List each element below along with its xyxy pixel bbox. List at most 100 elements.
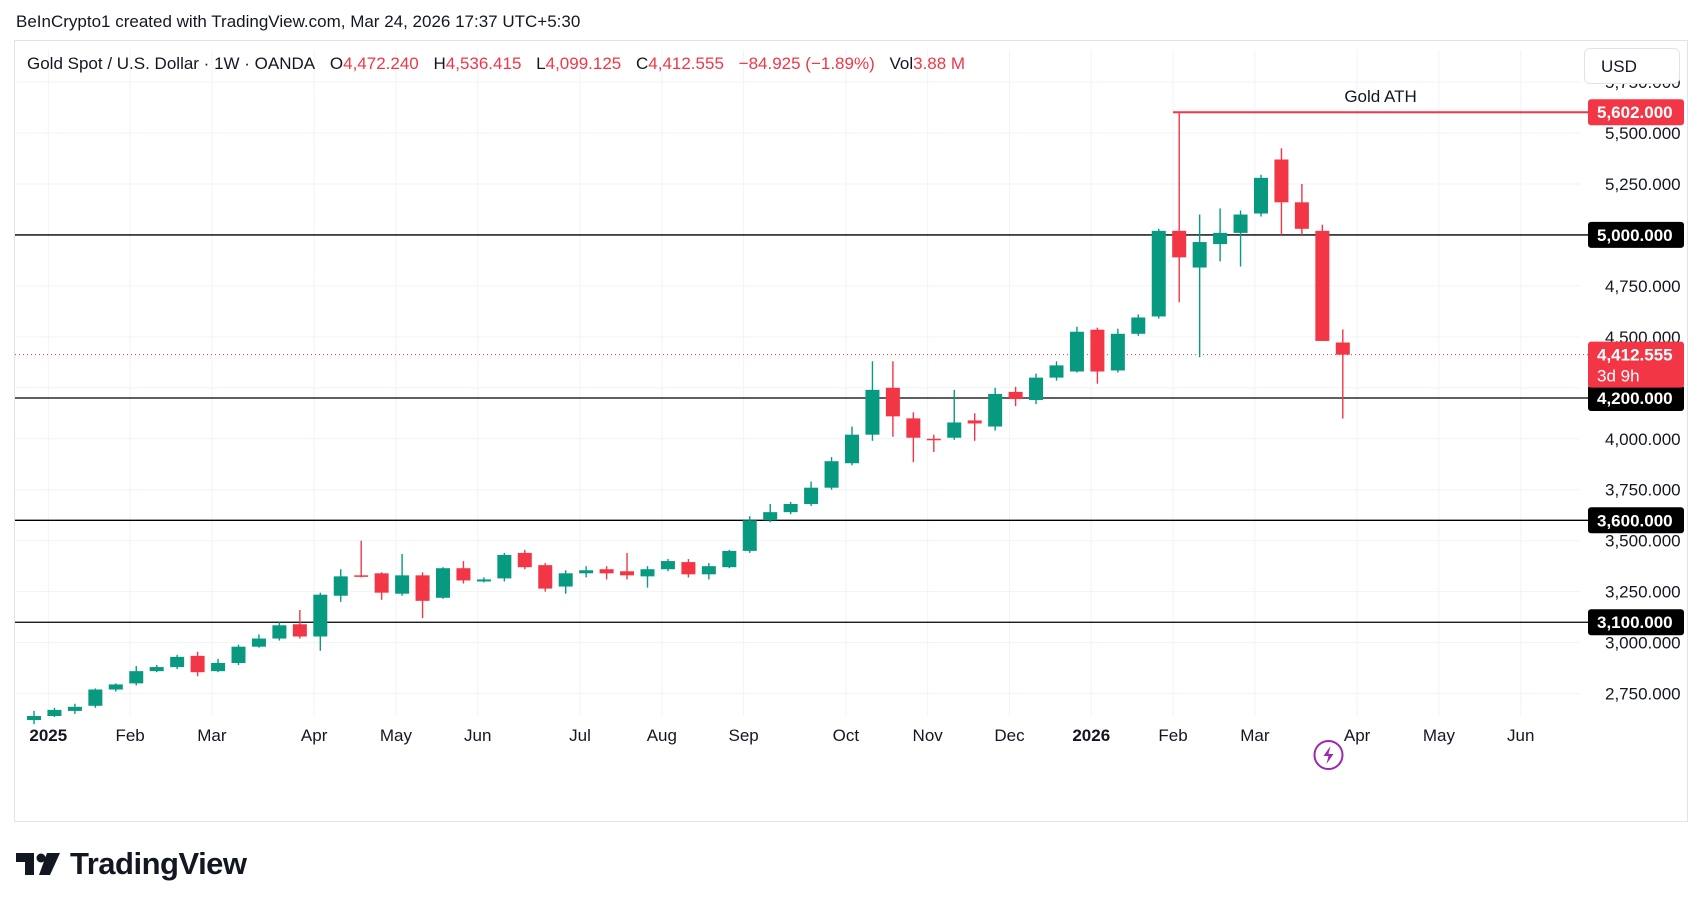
- level-price-label: 5,000.000: [1597, 226, 1673, 245]
- volume-value: 3.88 M: [913, 54, 966, 73]
- candle-up[interactable]: [640, 569, 655, 577]
- level-price-label: 4,200.000: [1597, 389, 1673, 408]
- candle-up[interactable]: [1049, 365, 1064, 378]
- level-price-label: 3,600.000: [1597, 511, 1673, 530]
- candle-down[interactable]: [906, 418, 921, 438]
- chart-frame: [14, 40, 1688, 822]
- y-axis-tick-label: 2,750.000: [1605, 685, 1681, 704]
- y-axis-tick-label: 4,750.000: [1605, 277, 1681, 296]
- y-axis-tick-label: 3,750.000: [1605, 481, 1681, 500]
- candle-up[interactable]: [763, 512, 778, 521]
- candle-up[interactable]: [170, 656, 185, 668]
- x-axis-tick-label: Feb: [115, 726, 144, 745]
- candle-up[interactable]: [129, 671, 144, 684]
- candle-up[interactable]: [947, 422, 962, 438]
- candle-up[interactable]: [231, 646, 246, 663]
- candle-up[interactable]: [313, 594, 328, 637]
- candle-up[interactable]: [1213, 232, 1228, 245]
- x-axis-tick-label: 2026: [1072, 726, 1110, 745]
- candle-down[interactable]: [967, 420, 982, 424]
- last-price-label: 4,412.555: [1597, 346, 1673, 365]
- level-price-badge: [1588, 609, 1684, 636]
- candle-up[interactable]: [1110, 333, 1125, 371]
- candle-up[interactable]: [701, 566, 716, 575]
- candle-up[interactable]: [251, 638, 266, 647]
- candle-down[interactable]: [885, 387, 900, 417]
- candle-up[interactable]: [497, 554, 512, 579]
- bar-countdown: 3d 9h: [1597, 367, 1640, 386]
- candle-up[interactable]: [211, 663, 226, 672]
- x-axis-tick-label: 2025: [29, 726, 67, 745]
- candle-up[interactable]: [824, 461, 839, 488]
- volume-label: Vol: [889, 54, 914, 73]
- candle-down[interactable]: [538, 565, 553, 589]
- candle-up[interactable]: [660, 561, 675, 570]
- candle-down[interactable]: [926, 438, 941, 441]
- candle-down[interactable]: [374, 573, 389, 593]
- candle-up[interactable]: [722, 550, 737, 568]
- candle-up[interactable]: [67, 706, 82, 711]
- candle-up[interactable]: [149, 667, 164, 672]
- candle-up[interactable]: [1151, 230, 1166, 317]
- close-value: 4,412.555: [648, 54, 724, 73]
- low-value: 4,099.125: [545, 54, 622, 73]
- candle-up[interactable]: [988, 393, 1003, 427]
- candle-up[interactable]: [47, 709, 62, 716]
- candle-up[interactable]: [1192, 242, 1207, 268]
- candle-down[interactable]: [1315, 230, 1330, 341]
- candle-down[interactable]: [517, 552, 532, 568]
- tradingview-brand[interactable]: TradingView: [16, 844, 247, 884]
- candle-down[interactable]: [1274, 159, 1289, 203]
- candle-down[interactable]: [456, 568, 471, 581]
- x-axis-tick-label: Dec: [994, 726, 1025, 745]
- candle-down[interactable]: [681, 562, 696, 575]
- candle-up[interactable]: [865, 389, 880, 435]
- tradingview-wordmark: TradingView: [70, 846, 247, 881]
- level-price-badge: [1588, 507, 1684, 534]
- candle-up[interactable]: [27, 716, 41, 721]
- level-price-badge: [1588, 221, 1684, 248]
- candle-up[interactable]: [804, 487, 819, 504]
- candle-up[interactable]: [476, 579, 491, 582]
- candle-up[interactable]: [783, 504, 798, 513]
- candle-up[interactable]: [845, 434, 859, 464]
- candle-up[interactable]: [88, 689, 103, 706]
- candle-up[interactable]: [333, 576, 348, 596]
- candle-down[interactable]: [1294, 202, 1309, 229]
- level-price-badge: [1588, 385, 1684, 411]
- candle-up[interactable]: [1069, 331, 1084, 372]
- change-value: −84.925 (−1.89%): [738, 54, 875, 73]
- candle-down[interactable]: [620, 571, 635, 576]
- candle-down[interactable]: [354, 575, 369, 577]
- candle-up[interactable]: [579, 570, 594, 574]
- candle-down[interactable]: [599, 569, 614, 574]
- currency-button[interactable]: USD: [1584, 48, 1680, 84]
- x-axis-tick-label: Apr: [1344, 726, 1371, 745]
- candle-down[interactable]: [1008, 391, 1023, 400]
- symbol-legend: Gold Spot / U.S. Dollar · 1W · OANDA O4,…: [27, 54, 965, 74]
- y-axis-tick-label: 5,500.000: [1605, 124, 1681, 143]
- x-axis-tick-label: Jun: [1507, 726, 1534, 745]
- lightning-bolt-icon: [1323, 746, 1334, 764]
- candle-up[interactable]: [436, 568, 450, 598]
- candle-down[interactable]: [1335, 342, 1350, 355]
- candle-down[interactable]: [1172, 230, 1187, 258]
- candle-up[interactable]: [1233, 214, 1248, 233]
- candle-up[interactable]: [395, 575, 410, 594]
- candle-up[interactable]: [1254, 177, 1268, 214]
- candle-up[interactable]: [742, 520, 757, 551]
- candle-down[interactable]: [1090, 329, 1105, 372]
- candle-down[interactable]: [190, 655, 205, 673]
- candle-down[interactable]: [292, 624, 307, 637]
- symbol-name[interactable]: Gold Spot / U.S. Dollar · 1W · OANDA: [27, 54, 316, 73]
- ath-price-badge: [1588, 99, 1684, 126]
- candle-up[interactable]: [108, 684, 123, 690]
- candle-up[interactable]: [272, 625, 287, 639]
- candle-up[interactable]: [1029, 377, 1044, 401]
- candle-down[interactable]: [415, 575, 430, 601]
- candle-up[interactable]: [558, 573, 573, 587]
- candle-up[interactable]: [1131, 317, 1146, 334]
- high-label: H: [433, 54, 446, 73]
- ath-annotation: Gold ATH: [1344, 87, 1416, 106]
